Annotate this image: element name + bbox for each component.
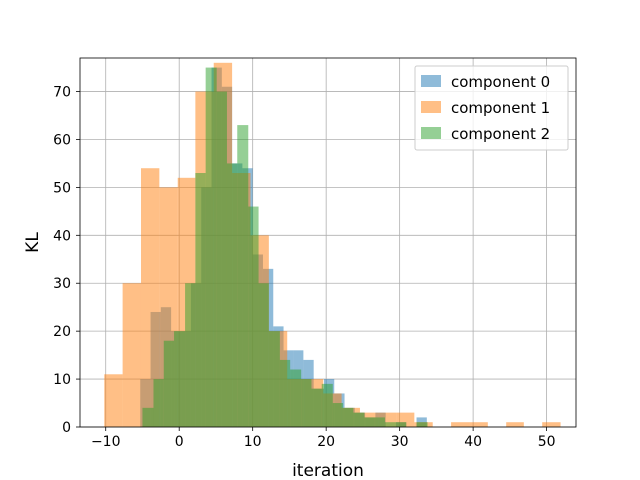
x-tick-label: −10 — [91, 434, 121, 450]
histogram-bar — [226, 163, 238, 427]
x-tick-label: 30 — [391, 434, 409, 450]
histogram-bar — [416, 422, 428, 427]
histogram-bar — [268, 331, 280, 427]
histogram-bar — [142, 407, 154, 427]
histogram-bar — [301, 379, 312, 427]
legend-swatch — [421, 75, 441, 87]
histogram-bar — [506, 422, 524, 427]
x-tick-label: 0 — [175, 434, 184, 450]
histogram-bar — [343, 407, 354, 427]
y-axis-ticks: 0 10 20 30 40 50 60 70 — [53, 85, 80, 436]
legend: component 0 component 1 component 2 — [414, 65, 569, 151]
x-tick-label: 40 — [464, 434, 482, 450]
histogram-bar — [174, 331, 186, 427]
histogram-bar — [374, 417, 385, 427]
histogram-bar — [384, 422, 396, 427]
histogram-bar — [395, 422, 407, 427]
x-tick-label: 50 — [538, 434, 556, 450]
histogram-bar — [205, 67, 217, 428]
histogram-bar — [542, 422, 561, 427]
y-tick-label: 60 — [53, 132, 71, 148]
histogram-bar — [311, 388, 322, 427]
y-tick-label: 20 — [53, 324, 71, 340]
x-tick-label: 20 — [317, 434, 335, 450]
histogram-bar — [258, 283, 269, 427]
histogram-bar — [122, 283, 141, 427]
histogram-bar — [321, 383, 333, 427]
histogram-bar — [290, 369, 302, 427]
y-tick-label: 40 — [53, 228, 71, 244]
y-tick-label: 70 — [53, 85, 71, 101]
legend-swatch — [421, 101, 441, 113]
bars — [104, 62, 561, 428]
series-2-bars — [142, 67, 428, 428]
histogram-bar — [140, 168, 160, 428]
y-tick-label: 30 — [53, 276, 71, 292]
histogram-bar — [163, 340, 175, 427]
legend-frame — [414, 65, 569, 151]
histogram-bar — [195, 173, 206, 427]
histogram-bar — [353, 412, 365, 427]
histogram-bar — [469, 422, 488, 427]
legend-swatch — [421, 127, 441, 139]
histogram-bar — [237, 125, 249, 427]
y-axis-label: KL — [23, 232, 43, 253]
histogram-bar — [185, 283, 196, 427]
histogram-bar — [248, 206, 259, 427]
histogram-bar — [104, 374, 123, 427]
legend-label: component 2 — [451, 125, 550, 143]
x-tick-label: 10 — [244, 434, 262, 450]
histogram-bar — [216, 91, 227, 427]
histogram-bar — [332, 403, 344, 427]
legend-label: component 1 — [451, 99, 550, 117]
x-axis-ticks: −10 0 10 20 30 40 50 — [91, 427, 556, 450]
plot-frame — [79, 57, 577, 428]
histogram-bar — [451, 422, 470, 427]
y-tick-label: 0 — [62, 420, 71, 436]
histogram-bar — [364, 417, 375, 427]
histogram-bar — [279, 359, 291, 427]
histogram-bar — [153, 379, 164, 427]
legend-label: component 0 — [451, 73, 550, 91]
y-tick-label: 10 — [53, 372, 71, 388]
y-tick-label: 50 — [53, 180, 71, 196]
x-axis-label: iteration — [292, 461, 364, 480]
